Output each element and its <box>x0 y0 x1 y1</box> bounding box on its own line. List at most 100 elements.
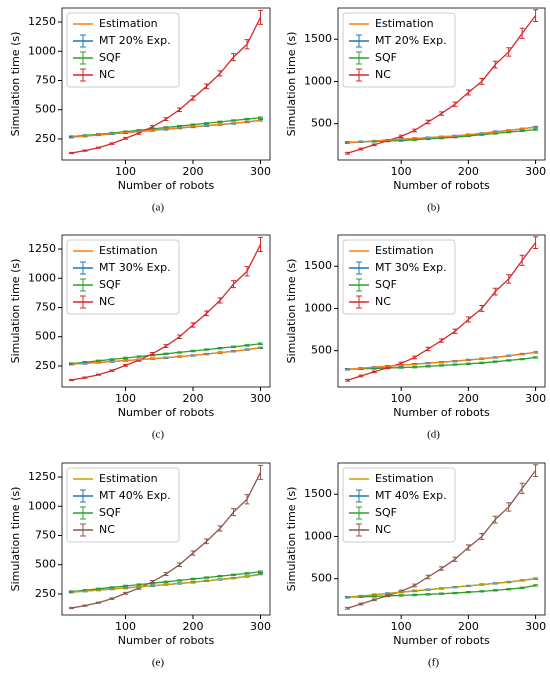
error-bar <box>136 355 142 358</box>
y-tick-label: 1000 <box>304 529 332 542</box>
error-bar <box>190 123 196 126</box>
error-bar <box>177 107 183 112</box>
error-bar <box>385 594 391 598</box>
error-bar <box>95 601 101 604</box>
legend-errorbar <box>356 523 362 537</box>
error-bar <box>425 574 431 580</box>
error-bar <box>452 591 458 595</box>
legend-errorbar <box>80 489 86 503</box>
error-bar <box>244 266 250 277</box>
error-bar <box>412 128 418 133</box>
error-bar <box>95 373 101 376</box>
error-bar <box>479 305 485 312</box>
error-bar <box>398 366 404 369</box>
error-bar <box>217 574 223 578</box>
error-bar <box>479 361 485 365</box>
y-axis-label: Simulation time (s) <box>285 32 298 137</box>
error-bar <box>122 136 128 140</box>
error-bar <box>506 587 512 591</box>
y-tick-label: 500 <box>35 558 56 571</box>
error-bar <box>358 147 364 151</box>
error-bar <box>465 591 471 594</box>
x-tick-label: 300 <box>525 392 546 405</box>
legend-label: MT 30% Exp. <box>375 261 447 274</box>
error-bar <box>149 352 155 356</box>
error-bar <box>204 348 210 351</box>
y-axis-label: Simulation time (s) <box>9 32 22 137</box>
y-tick-label: 1500 <box>304 32 332 45</box>
y-tick-label: 250 <box>35 587 56 600</box>
subplot: 500 1000 1500 100 200 300 Number of robots Simu… <box>285 462 546 669</box>
caption: (d) <box>427 429 440 441</box>
y-axis-label: Simulation time (s) <box>9 259 22 364</box>
error-bar <box>68 606 74 610</box>
error-bar <box>204 576 210 579</box>
error-bar <box>231 119 237 122</box>
error-bar <box>439 364 444 367</box>
error-bar <box>492 360 498 363</box>
error-bar <box>412 365 418 369</box>
legend-errorbar <box>80 506 86 520</box>
x-tick-label: 100 <box>391 392 412 405</box>
error-bar <box>492 589 498 592</box>
series-line <box>347 578 536 598</box>
error-bar <box>412 355 418 360</box>
legend-label: NC <box>99 295 115 308</box>
error-bar <box>439 592 444 595</box>
error-bar <box>506 359 512 362</box>
error-bar <box>258 570 264 573</box>
axes-frame <box>337 462 546 616</box>
legend-label: SQF <box>99 51 121 64</box>
error-bar <box>358 602 364 606</box>
error-bar <box>217 120 223 124</box>
error-bar <box>82 376 88 379</box>
legend-label: SQF <box>375 51 397 64</box>
x-tick-label: 200 <box>458 165 479 178</box>
legend-label: MT 40% Exp. <box>99 489 171 502</box>
series-line <box>71 574 261 593</box>
legend-errorbar <box>80 68 86 82</box>
error-bar <box>519 482 525 494</box>
legend-box <box>342 239 456 315</box>
legend-label: SQF <box>375 506 397 519</box>
error-bar <box>217 297 223 304</box>
axes-frame <box>61 234 271 388</box>
error-bar <box>371 598 377 602</box>
y-tick-label: 500 <box>311 572 332 585</box>
error-bar <box>163 344 169 348</box>
legend-label: MT 30% Exp. <box>99 261 171 274</box>
error-bar <box>204 538 210 545</box>
y-axis-label: Simulation time (s) <box>285 487 298 592</box>
y-tick-label: 500 <box>35 103 56 116</box>
y-tick-label: 500 <box>311 344 332 357</box>
error-bar <box>136 583 142 586</box>
error-bar <box>439 111 444 116</box>
x-tick-label: 200 <box>458 620 479 633</box>
legend-label: Estimation <box>99 472 158 485</box>
error-bar <box>217 70 223 77</box>
error-bar <box>231 53 237 62</box>
error-bar <box>244 39 250 50</box>
y-tick-label: 250 <box>35 359 56 372</box>
subplot: 250 500 750 1000 1250 100 200 300 Number of robo… <box>9 462 271 669</box>
error-bar <box>231 573 237 576</box>
error-bar <box>149 580 155 584</box>
y-tick-label: 500 <box>35 330 56 343</box>
y-tick-label: 750 <box>35 300 56 313</box>
error-bar <box>109 142 115 145</box>
error-bar <box>533 128 539 131</box>
error-bar <box>163 117 169 121</box>
error-bar <box>244 572 250 575</box>
x-tick-label: 300 <box>250 620 271 633</box>
x-axis-label: Number of robots <box>393 634 490 647</box>
x-axis-label: Number of robots <box>118 406 215 419</box>
legend-label: NC <box>99 523 115 536</box>
x-tick-label: 300 <box>525 165 546 178</box>
error-bar <box>177 334 183 339</box>
error-bar <box>533 464 539 478</box>
legend-errorbar <box>356 261 362 275</box>
error-bar <box>231 280 237 289</box>
error-bar <box>344 606 350 610</box>
legend-label: Estimation <box>99 244 158 257</box>
error-bar <box>425 346 431 352</box>
